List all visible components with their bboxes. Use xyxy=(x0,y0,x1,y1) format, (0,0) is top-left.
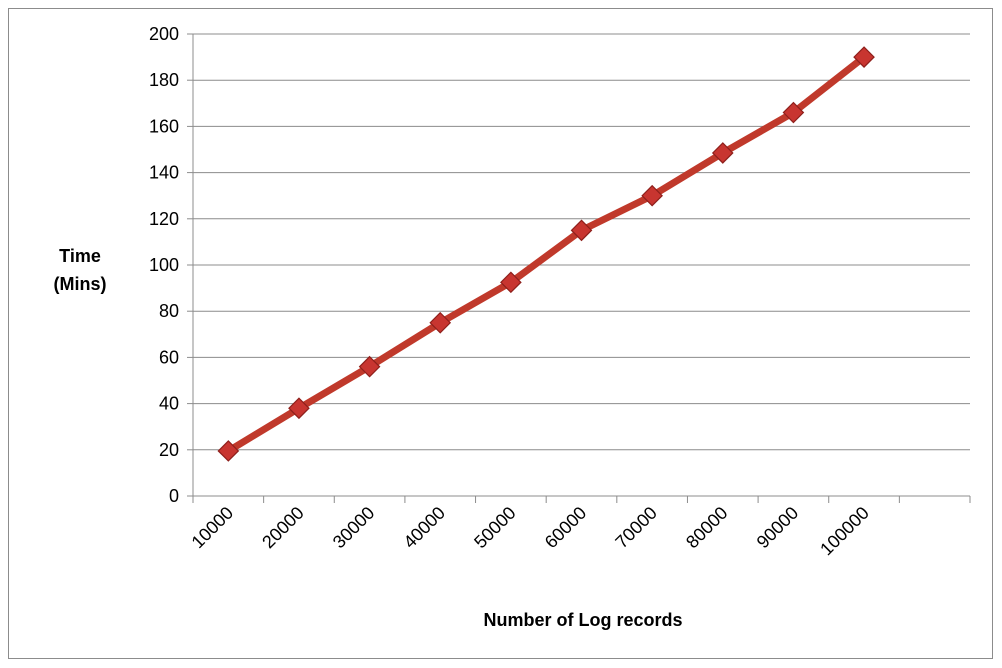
x-tick-label: 100000 xyxy=(816,503,873,560)
data-point-marker xyxy=(711,142,734,164)
data-point-marker xyxy=(217,440,240,462)
chart-frame xyxy=(8,8,993,659)
data-point-marker xyxy=(288,397,310,420)
x-tick-label: 30000 xyxy=(329,503,379,553)
x-axis-title: Number of Log records xyxy=(483,610,682,630)
x-tick-label: 80000 xyxy=(682,503,732,553)
y-axis-ticks: 0 20 40 60 80 100 120 140 160 180 200 xyxy=(149,24,193,506)
x-tick-label: 90000 xyxy=(753,503,803,553)
data-point-marker xyxy=(429,311,452,334)
y-tick-label: 0 xyxy=(169,486,179,506)
data-point-marker xyxy=(358,355,381,378)
data-point-marker xyxy=(500,271,522,294)
data-point-marker xyxy=(641,184,663,207)
y-tick-label: 200 xyxy=(149,24,179,44)
x-tick-label: 70000 xyxy=(611,503,661,553)
x-tick-label: 60000 xyxy=(541,503,591,553)
series-line xyxy=(224,53,868,455)
data-point-marker xyxy=(782,101,805,124)
x-tick-label: 40000 xyxy=(400,503,450,553)
y-axis-title-line-2: (Mins) xyxy=(54,274,107,294)
axis-titles: Time (Mins) Number of Log records xyxy=(54,246,683,630)
x-tick-label: 50000 xyxy=(470,503,520,553)
x-axis-ticks: 10000 20000 30000 40000 50000 60000 70000 80000… xyxy=(188,496,971,560)
y-tick-label: 40 xyxy=(159,394,179,414)
x-tick-label: 10000 xyxy=(188,503,238,553)
series-group xyxy=(217,46,875,462)
y-tick-label: 20 xyxy=(159,440,179,460)
data-point-marker xyxy=(570,219,593,242)
y-tick-label: 120 xyxy=(149,209,179,229)
gridlines xyxy=(193,33,970,451)
y-tick-label: 140 xyxy=(149,163,179,183)
x-tick-label: 20000 xyxy=(258,503,308,553)
data-point-marker xyxy=(853,46,875,68)
y-tick-label: 60 xyxy=(159,347,179,367)
y-tick-label: 160 xyxy=(149,116,179,136)
y-tick-label: 100 xyxy=(149,255,179,275)
y-tick-label: 80 xyxy=(159,301,179,321)
y-tick-label: 180 xyxy=(149,70,179,90)
y-axis-title-line-1: Time xyxy=(59,246,101,266)
